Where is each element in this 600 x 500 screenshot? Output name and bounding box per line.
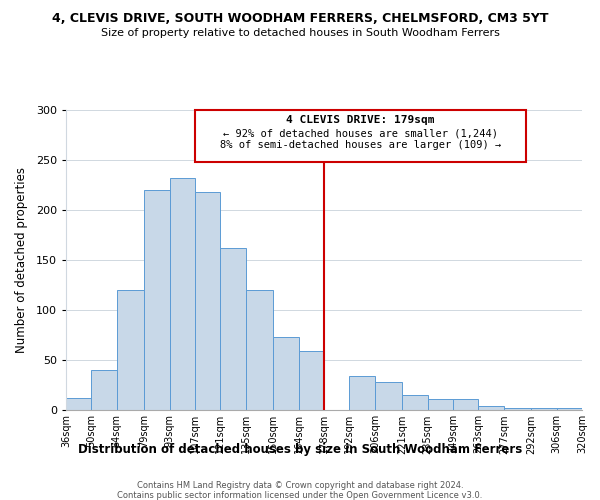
Bar bbox=[195, 192, 220, 410]
Bar bbox=[299, 351, 324, 410]
Text: Distribution of detached houses by size in South Woodham Ferrers: Distribution of detached houses by size … bbox=[78, 442, 522, 456]
Bar bbox=[478, 406, 504, 410]
Bar bbox=[66, 398, 91, 410]
Text: 8% of semi-detached houses are larger (109) →: 8% of semi-detached houses are larger (1… bbox=[220, 140, 501, 150]
Text: Contains public sector information licensed under the Open Government Licence v3: Contains public sector information licen… bbox=[118, 491, 482, 500]
Bar bbox=[349, 376, 375, 410]
Bar bbox=[144, 190, 170, 410]
Text: ← 92% of detached houses are smaller (1,244): ← 92% of detached houses are smaller (1,… bbox=[223, 128, 498, 138]
Text: 4 CLEVIS DRIVE: 179sqm: 4 CLEVIS DRIVE: 179sqm bbox=[286, 115, 434, 125]
Text: 4, CLEVIS DRIVE, SOUTH WOODHAM FERRERS, CHELMSFORD, CM3 5YT: 4, CLEVIS DRIVE, SOUTH WOODHAM FERRERS, … bbox=[52, 12, 548, 26]
Text: Contains HM Land Registry data © Crown copyright and database right 2024.: Contains HM Land Registry data © Crown c… bbox=[137, 481, 463, 490]
Bar bbox=[375, 382, 402, 410]
Text: Size of property relative to detached houses in South Woodham Ferrers: Size of property relative to detached ho… bbox=[101, 28, 499, 38]
FancyBboxPatch shape bbox=[195, 110, 526, 162]
Bar bbox=[428, 399, 453, 410]
Bar bbox=[402, 395, 428, 410]
Bar bbox=[117, 290, 144, 410]
Bar bbox=[91, 370, 117, 410]
Y-axis label: Number of detached properties: Number of detached properties bbox=[14, 167, 28, 353]
Bar bbox=[557, 408, 582, 410]
Bar bbox=[504, 408, 531, 410]
Bar bbox=[531, 408, 557, 410]
Bar bbox=[220, 248, 246, 410]
Bar bbox=[273, 337, 299, 410]
Bar bbox=[246, 290, 273, 410]
Bar bbox=[170, 178, 195, 410]
Bar bbox=[453, 399, 478, 410]
